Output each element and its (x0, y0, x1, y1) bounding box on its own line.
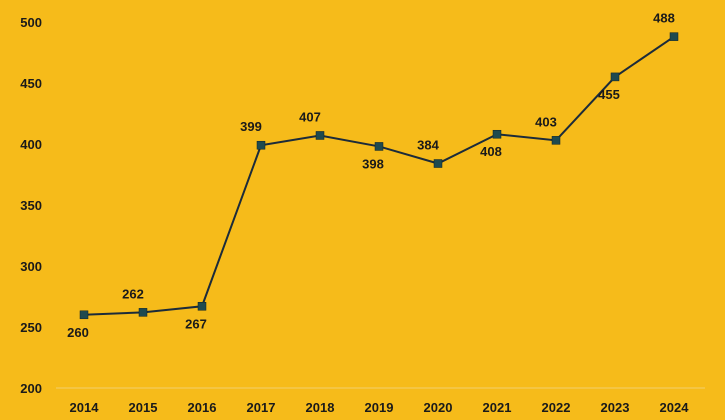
y-tick-label: 500 (20, 15, 42, 30)
data-point (315, 131, 325, 140)
data-point (551, 136, 561, 145)
x-tick-label: 2016 (188, 400, 217, 415)
data-point (669, 32, 679, 41)
data-point (256, 140, 266, 150)
y-axis: 200 250 300 350 400 450 500 (20, 15, 42, 396)
data-labels: 260 262 267 399 407 398 384 408 403 455 488 (67, 11, 675, 340)
series-line (83, 35, 675, 316)
x-tick-label: 2017 (247, 400, 276, 415)
x-tick-label: 2020 (424, 400, 453, 415)
x-tick-label: 2018 (306, 400, 335, 415)
data-label: 267 (185, 316, 207, 331)
data-point (492, 129, 502, 139)
y-tick-label: 350 (20, 198, 42, 213)
y-tick-label: 250 (20, 320, 42, 335)
x-axis: 2014 2015 2016 2017 2018 2019 2020 2021 2022 2023… (70, 400, 690, 415)
data-label: 398 (362, 156, 384, 171)
x-tick-label: 2019 (365, 400, 394, 415)
data-point (610, 72, 620, 82)
x-tick-label: 2024 (660, 400, 690, 415)
data-point (79, 310, 89, 320)
data-label: 455 (598, 87, 620, 102)
data-markers (79, 32, 679, 320)
y-tick-label: 450 (20, 76, 42, 91)
data-label: 262 (122, 286, 144, 301)
x-tick-label: 2023 (601, 400, 630, 415)
x-tick-label: 2015 (129, 400, 158, 415)
data-point (374, 142, 384, 151)
data-point (433, 159, 443, 168)
y-tick-label: 200 (20, 381, 42, 396)
data-label: 407 (299, 109, 321, 124)
x-tick-label: 2021 (483, 400, 512, 415)
data-label: 260 (67, 325, 89, 340)
data-label: 488 (653, 11, 675, 26)
data-point (138, 308, 148, 317)
y-tick-label: 400 (20, 137, 42, 152)
data-label: 384 (417, 138, 439, 153)
data-label: 399 (240, 119, 262, 134)
y-tick-label: 300 (20, 259, 42, 274)
data-label: 408 (480, 144, 502, 159)
data-label: 403 (535, 114, 557, 129)
x-tick-label: 2022 (542, 400, 571, 415)
x-tick-label: 2014 (70, 400, 100, 415)
data-point (197, 302, 207, 311)
